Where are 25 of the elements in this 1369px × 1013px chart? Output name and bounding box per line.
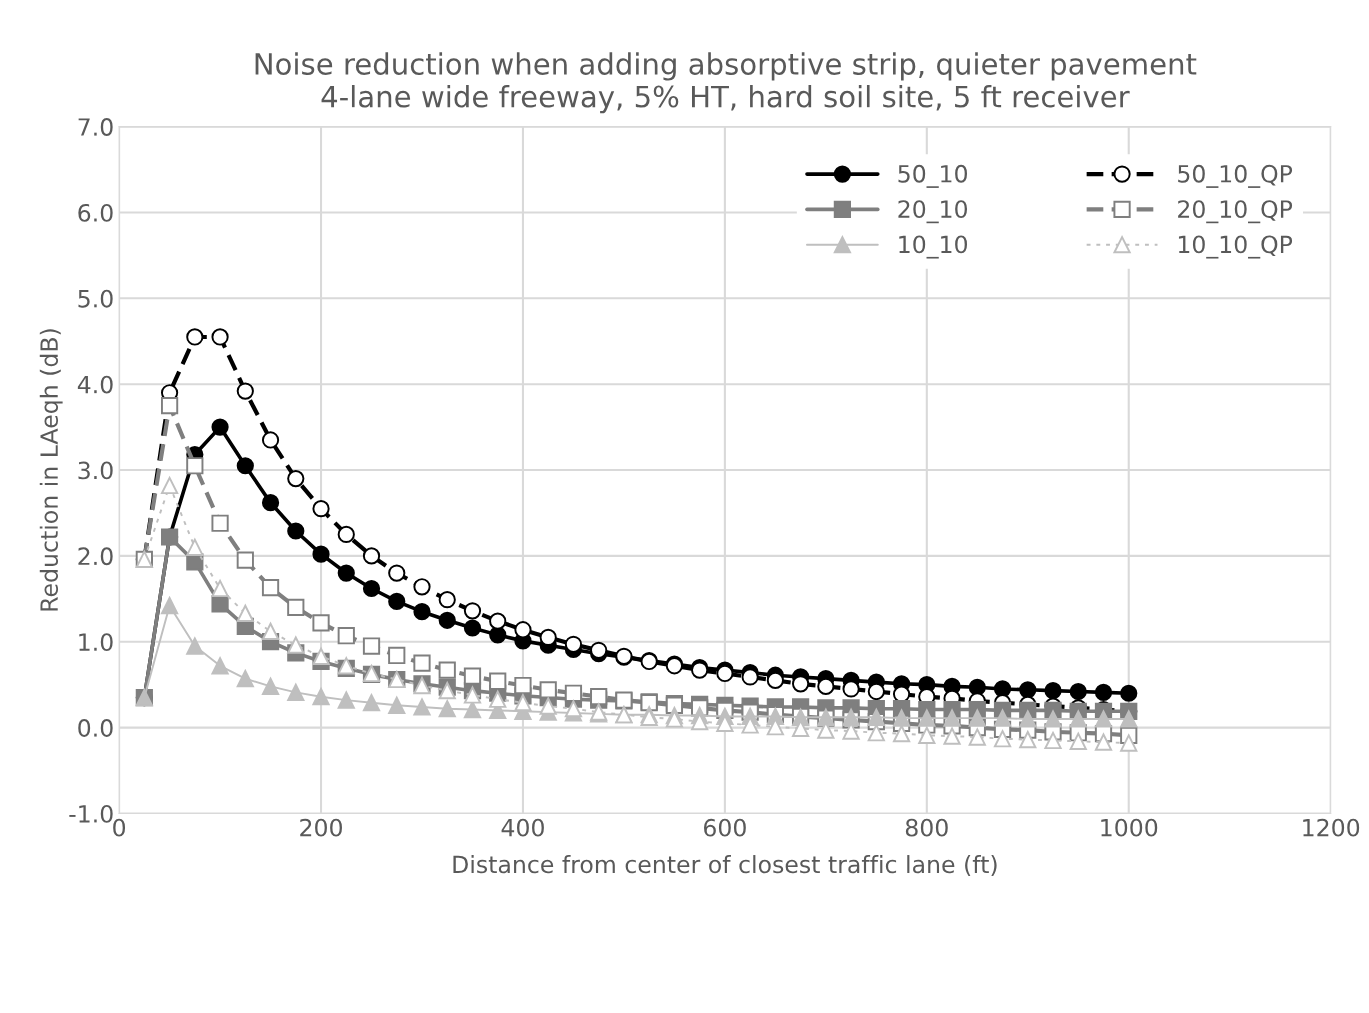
legend-label: 50_10 [898,164,968,188]
y-tick-label: 3.0 [78,461,113,480]
x-tick-label: 600 [704,818,746,837]
y-axis-title: Reduction in LAeqh (dB) [39,329,63,611]
y-tick-label: 1.0 [79,633,113,652]
legend-label: 20_10_QP [1178,200,1293,224]
legend-label: 20_10 [898,200,968,224]
y-tick-label: 7.0 [78,118,113,136]
x-tick-label: 400 [501,818,544,837]
y-tick-label: 0.0 [78,719,113,737]
chart-title: Noise reduction when adding absorptive strip, quieter pavement 4-lane wide freeway, 5% HT, hard soil site, 5 ft receiver [255,52,1197,114]
y-tick-label: 2.0 [78,547,113,566]
x-tick-label: 0 [113,818,126,837]
x-tick-label: 800 [905,818,948,837]
y-tick-label: 4.0 [77,375,113,394]
legend-label: 50_10_QP [1178,164,1293,188]
y-tick-label: -1.0 [69,804,113,823]
x-tick-label: 1000 [1101,818,1158,837]
y-tick-label: 6.0 [78,203,113,222]
y-tick-label: 5.0 [78,289,113,308]
x-tick-label: 200 [300,818,342,837]
x-tick-label: 1200 [1303,818,1360,837]
x-axis-title: Distance from center of closest traffic lane (ft) [453,855,997,877]
legend-label: 10_10_QP [1178,235,1293,259]
legend-label: 10_10 [899,235,968,259]
